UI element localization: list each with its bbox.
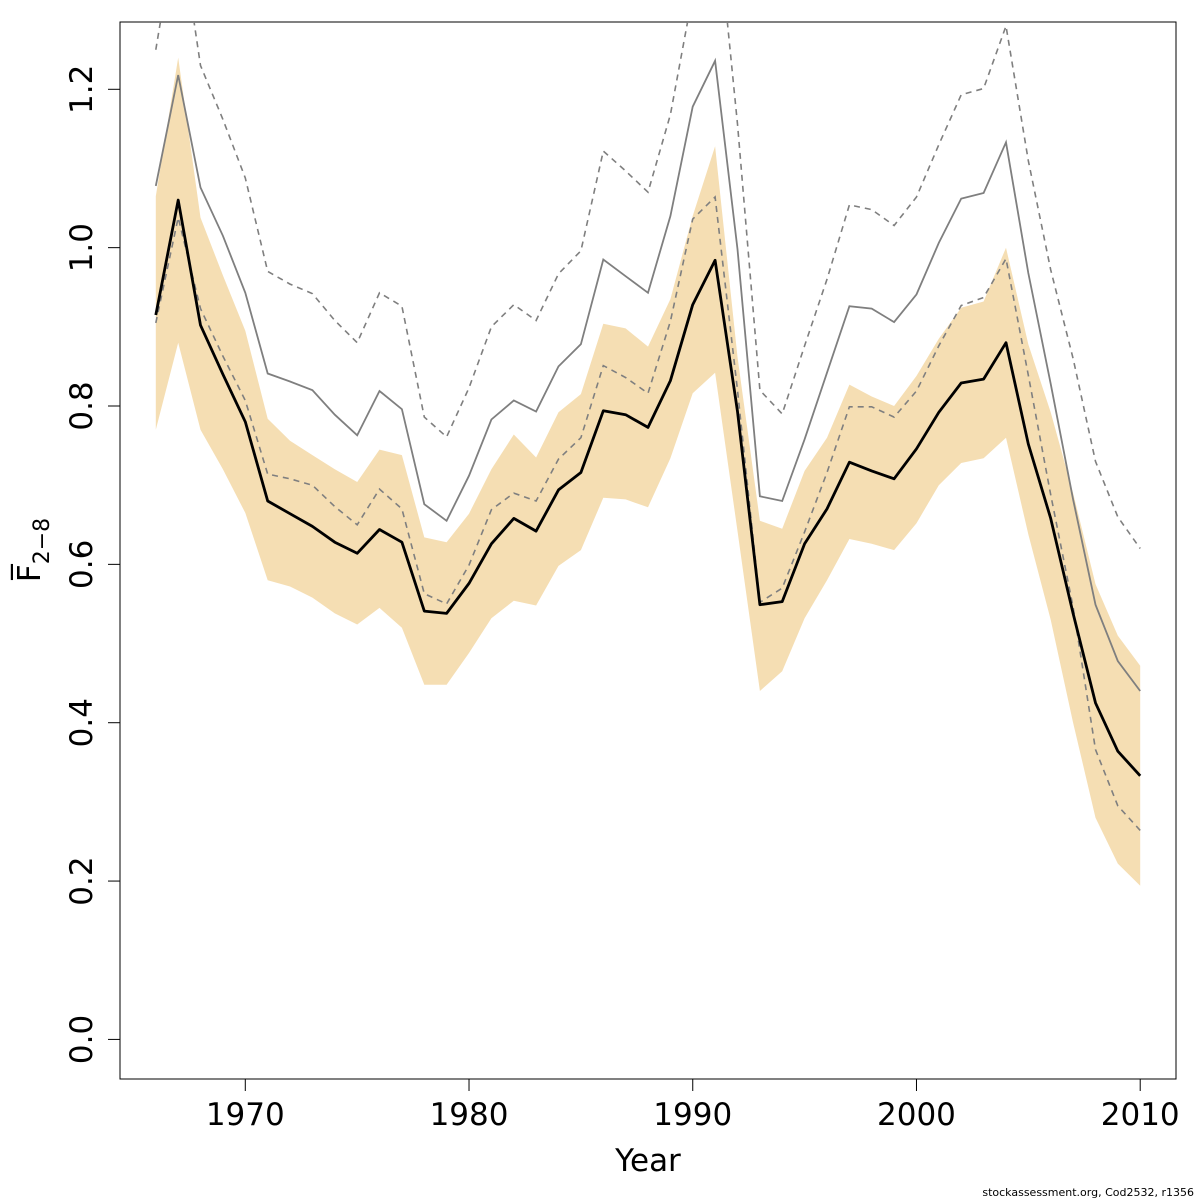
y-tick-label: 0.2 xyxy=(64,856,100,905)
y-tick-label: 0.0 xyxy=(64,1015,100,1064)
y-axis: 0.0 0.2 0.4 0.6 0.8 1.0 1.2 xyxy=(64,65,120,1064)
estimate-line xyxy=(154,198,1142,777)
confidence-band-layer xyxy=(155,57,1141,886)
x-tick-label: 1970 xyxy=(206,1097,285,1133)
y-axis-title: F̅2−8 xyxy=(10,518,55,582)
x-tick-label: 1980 xyxy=(430,1097,509,1133)
x-axis: 1970 1980 1990 2000 2010 xyxy=(206,1079,1180,1133)
y-axis-title-subscript: 2−8 xyxy=(30,518,55,564)
y-axis-title-main: F̅ xyxy=(10,563,48,582)
x-tick-label: 2010 xyxy=(1101,1097,1180,1133)
x-tick-label: 1990 xyxy=(653,1097,732,1133)
y-tick-label: 0.8 xyxy=(64,381,100,430)
y-tick-label: 1.0 xyxy=(64,223,100,272)
credit-text: stockassessment.org, Cod2532, r1356 xyxy=(982,1186,1194,1199)
plot-frame xyxy=(119,21,1177,1080)
previous-estimate-line xyxy=(154,57,1141,692)
series-lines-layer xyxy=(154,22,1142,831)
y-tick-label: 0.6 xyxy=(64,540,100,589)
x-axis-title: Year xyxy=(614,1143,681,1179)
confidence-band xyxy=(155,57,1141,886)
y-tick-label: 1.2 xyxy=(64,65,100,114)
x-tick-label: 2000 xyxy=(877,1097,956,1133)
y-tick-label: 0.4 xyxy=(64,698,100,747)
previous-upper-ci-line xyxy=(155,22,1141,549)
